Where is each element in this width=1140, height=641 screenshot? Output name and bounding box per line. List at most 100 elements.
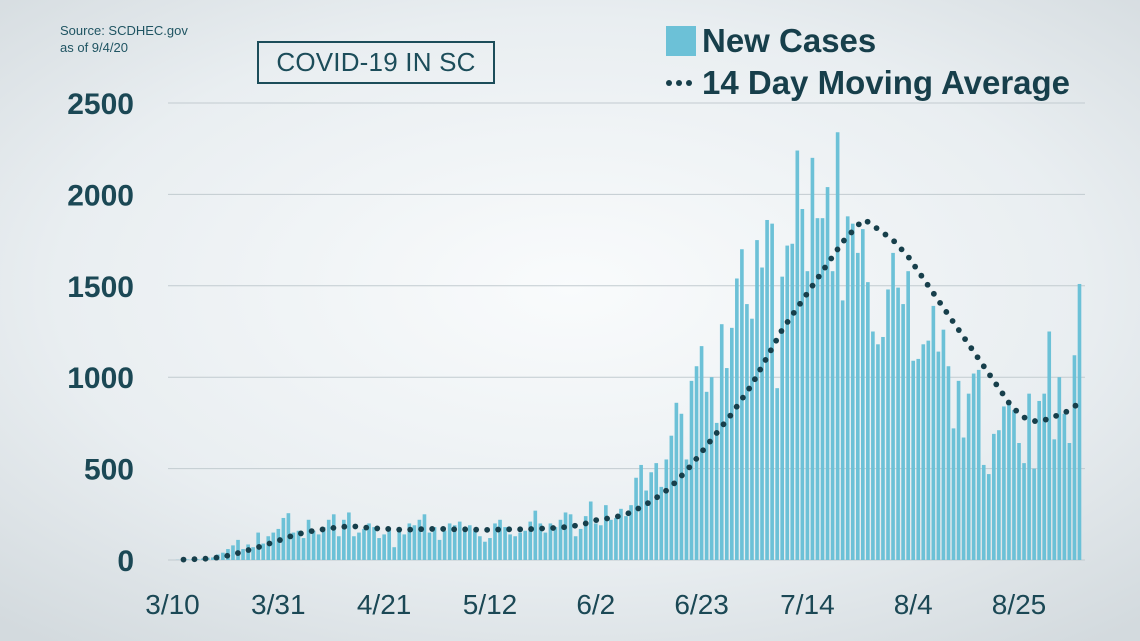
bar (674, 402, 679, 560)
moving-average-point (924, 281, 931, 288)
legend-item-moving-average: 14 Day Moving Average (666, 62, 1070, 104)
moving-average-point (671, 480, 678, 487)
bar (850, 223, 855, 560)
bar (1047, 331, 1052, 560)
bar (503, 527, 507, 560)
bar (951, 428, 956, 560)
x-tick-label: 3/31 (251, 589, 306, 620)
bar (735, 278, 739, 560)
moving-average-point (484, 526, 491, 533)
bar (780, 276, 785, 560)
moving-average-point (733, 403, 740, 410)
moving-average-point (341, 523, 348, 530)
bar (936, 351, 941, 560)
chart-title: COVID-19 IN SC (257, 41, 495, 84)
bar (1042, 393, 1047, 560)
bar (276, 528, 281, 560)
bar (976, 369, 981, 560)
bar (271, 532, 276, 560)
bar (921, 344, 926, 560)
source-note: Source: SCDHEC.gov as of 9/4/20 (60, 22, 188, 56)
bar (538, 523, 543, 560)
bar (669, 435, 674, 560)
legend-label-new-cases: New Cases (702, 22, 877, 59)
x-tick-label: 3/10 (145, 589, 200, 620)
moving-average-point (645, 500, 651, 507)
moving-average-point (746, 385, 753, 392)
bar (452, 525, 457, 560)
moving-average-point (912, 263, 919, 270)
moving-average-point (1005, 399, 1012, 406)
y-axis: 0 500 1000 1500 2000 2500 (67, 88, 134, 578)
bar (568, 514, 573, 560)
moving-average-point (298, 530, 304, 537)
bar (558, 519, 563, 560)
bar (1017, 443, 1021, 560)
moving-average-point (245, 547, 252, 553)
moving-average-point (319, 526, 326, 533)
bar (1057, 377, 1062, 560)
bar (342, 519, 346, 560)
moving-average-point (713, 430, 720, 436)
bar (745, 304, 749, 560)
bar (911, 360, 916, 560)
bar (830, 271, 835, 560)
bar (236, 539, 240, 560)
bar (835, 132, 840, 560)
y-tick-label: 1500 (67, 271, 134, 304)
moving-average-point (930, 290, 937, 297)
bar (352, 536, 356, 560)
bar (871, 331, 875, 560)
bar (316, 534, 321, 560)
moving-average-point (473, 526, 480, 533)
bar (412, 525, 417, 560)
moving-average-point (654, 494, 661, 501)
bar (931, 305, 936, 560)
bar (961, 437, 966, 560)
bar (543, 532, 548, 560)
bar (473, 530, 477, 560)
bar (634, 477, 638, 560)
moving-average-point (841, 237, 847, 244)
y-tick-label: 2500 (67, 88, 134, 121)
moving-average-point (202, 555, 209, 562)
moving-average-point (191, 556, 198, 563)
bar (326, 519, 331, 560)
moving-average-point (828, 255, 835, 262)
moving-average-point (266, 540, 273, 547)
bar (916, 358, 921, 560)
bar (321, 527, 326, 560)
x-tick-label: 6/23 (674, 589, 729, 620)
bar (548, 523, 553, 560)
moving-average-point (700, 447, 706, 454)
bar (644, 490, 648, 560)
bar (397, 530, 402, 560)
moving-average-point (561, 524, 567, 531)
bar (876, 344, 880, 560)
moving-average-point (462, 526, 469, 533)
bar (518, 532, 522, 560)
bar (301, 538, 306, 560)
moving-average-point (663, 487, 669, 494)
bar (593, 523, 598, 560)
bar (966, 393, 971, 560)
bar (1077, 283, 1082, 560)
moving-average-point (287, 533, 294, 540)
moving-average-point (277, 537, 283, 543)
bar (467, 525, 472, 560)
bar (1022, 463, 1026, 560)
bar (659, 486, 664, 560)
bar (367, 523, 371, 560)
bar (1027, 393, 1031, 560)
moving-average-point (582, 520, 589, 527)
moving-average-point (495, 526, 502, 533)
legend-item-new-cases: New Cases (666, 20, 1070, 62)
bar (598, 525, 603, 560)
bar (654, 463, 659, 560)
bar (588, 501, 593, 560)
bar (810, 157, 815, 560)
moving-average-point (352, 523, 359, 530)
bar (437, 539, 442, 560)
moving-average-point (937, 299, 943, 306)
moving-average-point (1032, 418, 1038, 424)
